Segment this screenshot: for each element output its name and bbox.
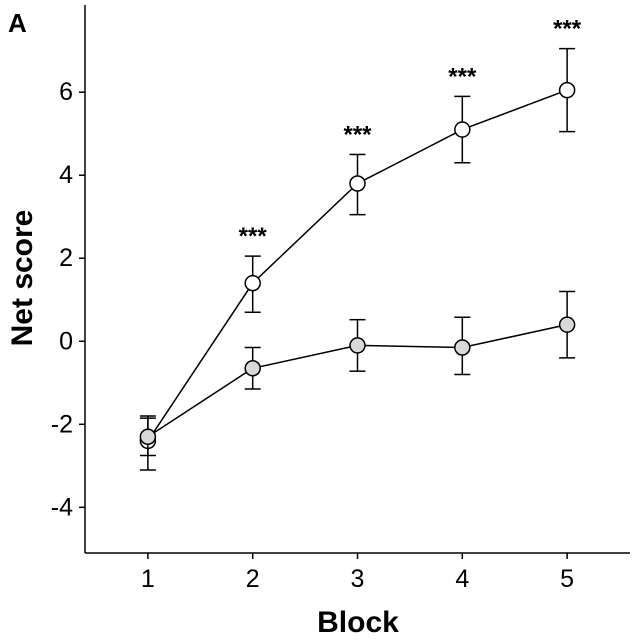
series-1 (139, 47, 576, 471)
series-2 (139, 290, 576, 457)
data-point (139, 428, 157, 446)
data-point (454, 339, 471, 356)
x-tick-label: 3 (351, 565, 365, 593)
y-tick-label: 6 (59, 78, 73, 106)
data-point (558, 81, 576, 99)
y-tick-label: 4 (59, 161, 73, 189)
significance-label: *** (448, 63, 477, 90)
y-tick-label: 0 (59, 327, 73, 355)
x-ticks: 1 2 3 4 5 (141, 553, 574, 593)
significance-label: *** (553, 16, 582, 43)
data-point (244, 360, 261, 377)
data-point (349, 337, 366, 354)
annotations: *** *** *** *** (239, 16, 582, 251)
significance-label: *** (239, 223, 268, 250)
y-tick-label: -2 (51, 410, 73, 438)
data-point (244, 274, 261, 292)
x-tick-label: 5 (560, 565, 574, 593)
series-group (139, 47, 576, 471)
y-tick-label: -4 (51, 493, 73, 521)
y-axis-title: Net score (6, 210, 39, 347)
axes (84, 5, 630, 554)
x-axis-title: Block (317, 606, 399, 639)
panel-label: A (8, 8, 27, 38)
x-tick-label: 2 (246, 565, 260, 593)
y-ticks: -4 -2 0 2 4 6 (51, 78, 85, 521)
data-point (454, 121, 471, 138)
y-tick-label: 2 (59, 244, 73, 272)
data-point (558, 316, 576, 333)
x-tick-label: 4 (455, 565, 469, 593)
significance-label: *** (343, 121, 372, 148)
x-tick-label: 1 (141, 565, 155, 593)
data-point (349, 175, 366, 192)
